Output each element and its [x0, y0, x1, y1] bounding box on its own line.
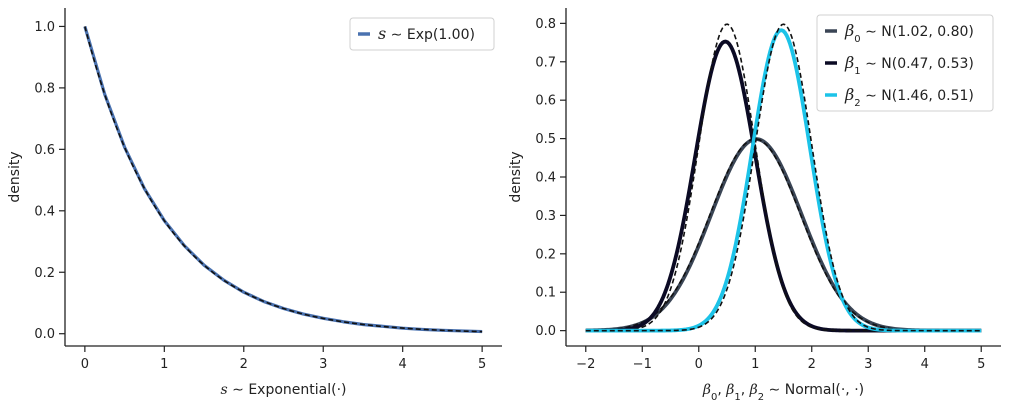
exponential-density-panel: 0 1 2 3 4 5 0.0 0.2 0.4 0.6 0.8 1.0 density s ∼ Expon… — [7, 8, 502, 398]
x-tick-label: 3 — [319, 357, 327, 372]
series-line-0 — [585, 137, 982, 333]
x-tick-label: 3 — [864, 357, 872, 372]
series-lines — [83, 25, 483, 334]
y-tick-label: 0.6 — [535, 94, 556, 109]
y-tick-label: 0.3 — [535, 209, 556, 224]
y-tick-label: 0.4 — [34, 204, 55, 219]
y-tick-label: 1.0 — [34, 20, 55, 35]
x-tick-label: 5 — [977, 357, 985, 372]
reference-density-line-2 — [585, 23, 982, 332]
x-tick-label: 0 — [695, 357, 703, 372]
x-tick-label: 1 — [751, 357, 759, 372]
legend-entry: β1 ∼ N(0.47, 0.53) — [844, 53, 974, 77]
x-tick-label: 1 — [160, 357, 168, 372]
legend: β0 ∼ N(1.02, 0.80) β1 ∼ N(0.47, 0.53) β2 ∼… — [816, 14, 994, 112]
legend-entry: s ∼ Exp(1.00) — [378, 24, 475, 43]
x-tick-label: 5 — [478, 357, 486, 372]
y-tick-label: 0.1 — [535, 286, 556, 301]
legend: s ∼ Exp(1.00) — [349, 17, 495, 51]
reference-density-line-0 — [84, 26, 483, 333]
x-tick-label: 2 — [808, 357, 816, 372]
y-axis-label: density — [508, 151, 524, 202]
x-tick-label: −2 — [576, 357, 595, 372]
legend-entry: β2 ∼ N(1.46, 0.51) — [844, 85, 974, 109]
legend-entry: β0 ∼ N(1.02, 0.80) — [844, 21, 974, 45]
y-tick-label: 0.7 — [535, 55, 556, 70]
legend-frame — [349, 17, 495, 51]
y-tick-label: 0.8 — [34, 81, 55, 96]
series-line-0 — [83, 25, 483, 334]
legend-frame — [816, 14, 994, 112]
y-tick-label: 0.2 — [34, 266, 55, 281]
x-tick-label: 0 — [81, 357, 89, 372]
y-tick-label: 0.0 — [535, 324, 556, 339]
y-tick-label: 0.2 — [535, 247, 556, 262]
y-tick-label: 0.4 — [535, 171, 556, 186]
normal-density-panel: −2 −1 0 1 2 3 4 5 0.0 0.1 0.2 0.3 0.4 0.5 0.6 0.7 0.8 den… — [508, 8, 1001, 403]
series-lines — [585, 23, 982, 333]
y-tick-label: 0.0 — [34, 327, 55, 342]
x-tick-label: −1 — [633, 357, 652, 372]
x-axis-label: β0, β1, β2 ∼ Normal(·, ·) — [702, 382, 864, 403]
x-tick-label: 4 — [921, 357, 929, 372]
y-tick-label: 0.5 — [535, 132, 556, 147]
y-tick-label: 0.6 — [34, 143, 55, 158]
y-axis-label: density — [7, 151, 23, 202]
y-tick-label: 0.8 — [535, 17, 556, 32]
x-axis-label: s ∼ Exponential(·) — [221, 382, 347, 398]
x-tick-label: 4 — [399, 357, 407, 372]
x-tick-label: 2 — [240, 357, 248, 372]
